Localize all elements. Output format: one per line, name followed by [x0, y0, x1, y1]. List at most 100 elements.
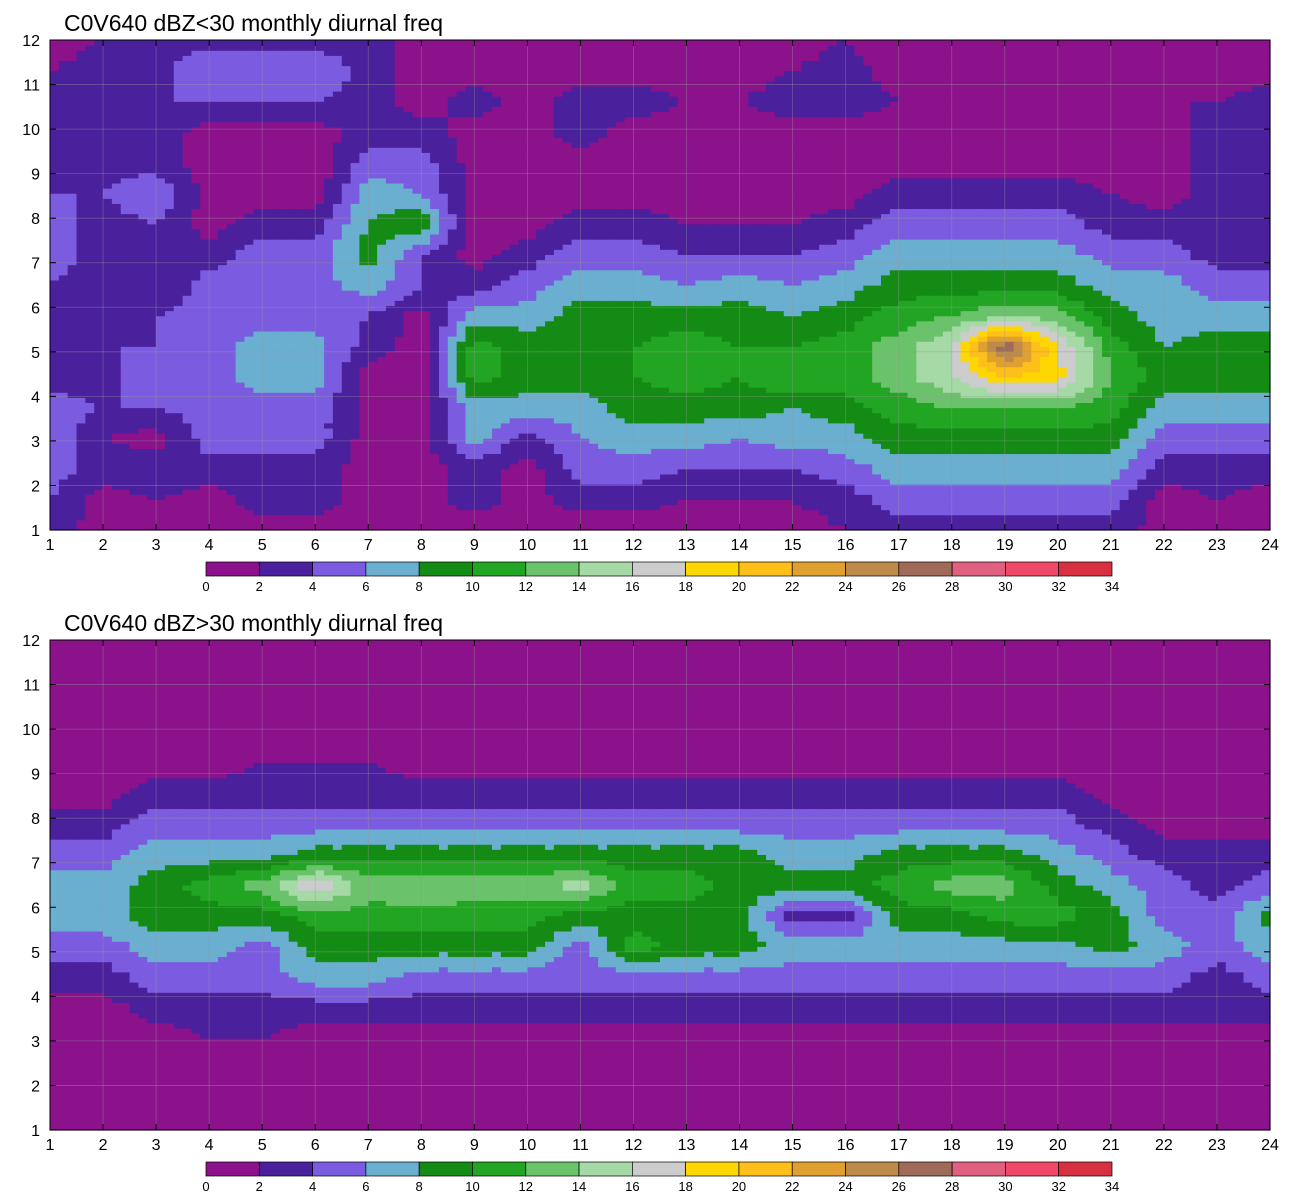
x-tick-label: 24	[1261, 1137, 1279, 1154]
colorbar-label: 4	[309, 1179, 316, 1194]
colorbar-swatch	[951, 1161, 1006, 1177]
x-tick-label: 18	[943, 1137, 961, 1154]
x-tick-label: 15	[784, 1137, 802, 1154]
colorbar-label: 26	[892, 1179, 906, 1194]
y-tick-label: 5	[31, 945, 40, 962]
colorbar-swatch	[685, 561, 740, 577]
colorbar-label: 22	[785, 1179, 799, 1194]
y-tick-label: 4	[31, 389, 40, 406]
x-tick-label: 24	[1261, 537, 1279, 554]
x-tick-label: 10	[518, 1137, 536, 1154]
colorbar-label: 16	[625, 1179, 639, 1194]
colorbar-swatch	[472, 561, 527, 577]
colorbar-label: 0	[202, 579, 209, 594]
y-tick-label: 12	[22, 33, 40, 50]
x-tick-label: 14	[731, 537, 749, 554]
colorbar-swatch	[578, 1161, 633, 1177]
y-tick-label: 3	[31, 1034, 40, 1051]
x-tick-label: 15	[784, 537, 802, 554]
colorbar-swatch	[418, 561, 473, 577]
colorbar-label: 12	[519, 579, 533, 594]
x-tick-label: 16	[837, 1137, 855, 1154]
x-tick-label: 3	[152, 1137, 161, 1154]
colorbar-label: 32	[1051, 579, 1065, 594]
colorbar-label: 14	[572, 579, 586, 594]
colorbar-swatch	[951, 561, 1006, 577]
colorbar-label: 10	[465, 1179, 479, 1194]
colorbar-label: 32	[1051, 1179, 1065, 1194]
colorbar-swatch	[738, 561, 793, 577]
y-tick-label: 1	[31, 1123, 40, 1140]
contour-fill	[50, 640, 1271, 1131]
colorbar-label: 28	[945, 1179, 959, 1194]
chart-title: C0V640 dBZ>30 monthly diurnal freq	[64, 610, 443, 637]
y-tick-label: 6	[31, 900, 40, 917]
colorbar-swatch	[418, 1161, 473, 1177]
colorbar-label: 30	[998, 1179, 1012, 1194]
x-tick-label: 20	[1049, 1137, 1067, 1154]
y-tick-label: 7	[31, 856, 40, 873]
colorbar-label: 22	[785, 579, 799, 594]
x-tick-label: 5	[258, 1137, 267, 1154]
x-tick-label: 16	[837, 537, 855, 554]
colorbar-swatch	[1058, 1161, 1113, 1177]
y-tick-label: 2	[31, 478, 40, 495]
y-tick-label: 11	[23, 78, 40, 95]
colorbar-swatch	[845, 1161, 900, 1177]
colorbar-swatch	[898, 561, 953, 577]
colorbar-label: 28	[945, 579, 959, 594]
colorbar-label: 24	[838, 1179, 852, 1194]
y-tick-label: 3	[31, 434, 40, 451]
colorbar-label: 16	[625, 579, 639, 594]
colorbar-swatch	[791, 561, 846, 577]
x-tick-label: 12	[625, 1137, 643, 1154]
colorbar-label: 34	[1105, 1179, 1119, 1194]
x-tick-label: 4	[205, 1137, 214, 1154]
x-tick-label: 11	[572, 1137, 589, 1154]
y-tick-label: 1	[31, 523, 40, 540]
x-tick-label: 4	[205, 537, 214, 554]
bottom-contour-chart: 1 2 3 4 5 6 7 8 9 10 11 12 13 14 15 16 17 18 19 20 21 22 23 241…	[22, 633, 1279, 1194]
x-tick-label: 2	[99, 537, 108, 554]
colorbar-swatch	[205, 1161, 260, 1177]
x-tick-label: 5	[258, 537, 267, 554]
colorbar-label: 34	[1105, 579, 1119, 594]
colorbar-label: 10	[465, 579, 479, 594]
colorbar-swatch	[791, 1161, 846, 1177]
colorbar-swatch	[258, 561, 313, 577]
axis-ticks: 1 2 3 4 5 6 7 8 9 10 11 12 13 14 15 16 17 18 19 20 21 22 23 241…	[22, 633, 1279, 1154]
y-tick-label: 7	[31, 256, 40, 273]
x-tick-label: 6	[311, 1137, 320, 1154]
y-tick-label: 9	[31, 167, 40, 184]
colorbar-swatch	[205, 561, 260, 577]
plot-frame	[49, 639, 1271, 1131]
top-contour-chart: 1 2 3 4 5 6 7 8 9 10 11 12 13 14 15 16 17 18 19 20 21 22 23 241…	[22, 33, 1279, 594]
x-tick-label: 1	[46, 1137, 55, 1154]
colorbar-swatch	[365, 561, 420, 577]
contour-fill	[50, 40, 1271, 531]
y-tick-label: 8	[31, 811, 40, 828]
colorbar-swatch	[365, 1161, 420, 1177]
x-tick-label: 10	[518, 537, 536, 554]
plot-frame	[49, 39, 1271, 531]
x-tick-label: 17	[890, 1137, 908, 1154]
colorbar-swatch	[472, 1161, 527, 1177]
colorbar-label: 30	[998, 579, 1012, 594]
colorbar-swatch	[578, 561, 633, 577]
colorbar-label: 0	[202, 1179, 209, 1194]
x-tick-label: 19	[996, 537, 1014, 554]
x-tick-label: 23	[1208, 1137, 1226, 1154]
x-tick-label: 9	[470, 1137, 479, 1154]
x-tick-label: 8	[417, 537, 426, 554]
y-tick-label: 4	[31, 989, 40, 1006]
x-tick-label: 21	[1102, 537, 1120, 554]
colorbar-swatch	[685, 1161, 740, 1177]
x-tick-label: 18	[943, 537, 961, 554]
colorbar-label: 2	[256, 1179, 263, 1194]
colorbar-swatch	[1005, 561, 1060, 577]
x-tick-label: 8	[417, 1137, 426, 1154]
x-tick-label: 19	[996, 1137, 1014, 1154]
x-tick-label: 17	[890, 537, 908, 554]
x-tick-label: 22	[1155, 537, 1173, 554]
